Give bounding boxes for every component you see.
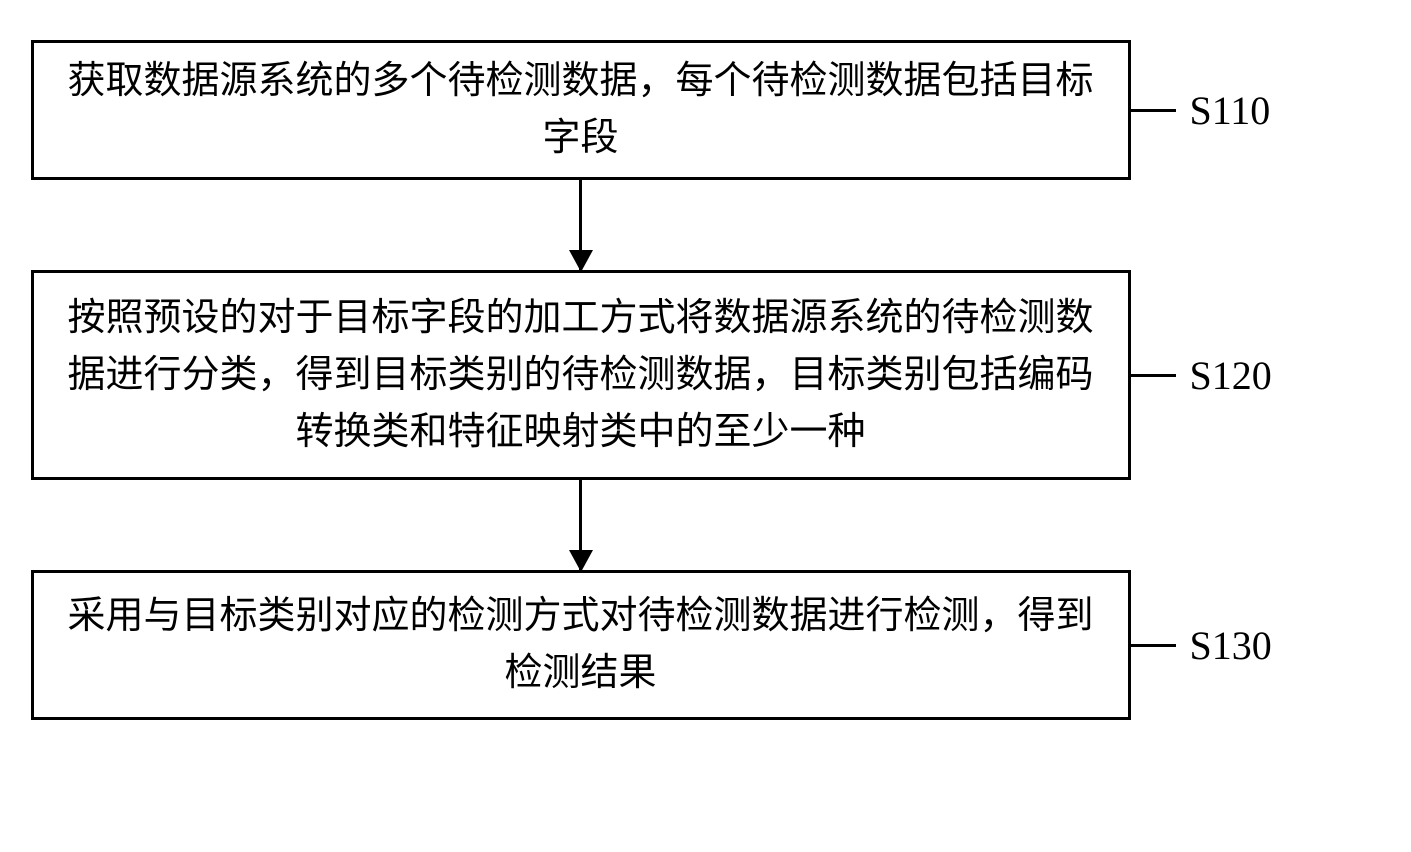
flow-step-text: 按照预设的对于目标字段的加工方式将数据源系统的待检测数据进行分类，得到目标类别的… bbox=[58, 290, 1104, 461]
flow-step-row: 采用与目标类别对应的检测方式对待检测数据进行检测，得到检测结果 S130 bbox=[31, 570, 1381, 720]
flow-step-box: 采用与目标类别对应的检测方式对待检测数据进行检测，得到检测结果 bbox=[31, 570, 1131, 720]
flow-arrow-wrap bbox=[31, 480, 1131, 570]
flow-step-row: 获取数据源系统的多个待检测数据，每个待检测数据包括目标字段 S110 bbox=[31, 40, 1381, 180]
flow-step-row: 按照预设的对于目标字段的加工方式将数据源系统的待检测数据进行分类，得到目标类别的… bbox=[31, 270, 1381, 480]
flow-step-box: 按照预设的对于目标字段的加工方式将数据源系统的待检测数据进行分类，得到目标类别的… bbox=[31, 270, 1131, 480]
flow-step-label: S110 bbox=[1190, 87, 1271, 134]
flow-step-text: 采用与目标类别对应的检测方式对待检测数据进行检测，得到检测结果 bbox=[58, 588, 1104, 702]
label-connector bbox=[1128, 374, 1176, 377]
flow-arrow-wrap bbox=[31, 180, 1131, 270]
flow-step-label: S120 bbox=[1190, 352, 1272, 399]
flow-arrow bbox=[579, 480, 582, 570]
flow-step-box: 获取数据源系统的多个待检测数据，每个待检测数据包括目标字段 bbox=[31, 40, 1131, 180]
flow-step-text: 获取数据源系统的多个待检测数据，每个待检测数据包括目标字段 bbox=[58, 53, 1104, 167]
label-connector bbox=[1128, 644, 1176, 647]
flow-step-label: S130 bbox=[1190, 622, 1272, 669]
flow-arrow bbox=[579, 180, 582, 270]
flowchart-container: 获取数据源系统的多个待检测数据，每个待检测数据包括目标字段 S110 按照预设的… bbox=[31, 40, 1381, 720]
label-connector bbox=[1128, 109, 1176, 112]
